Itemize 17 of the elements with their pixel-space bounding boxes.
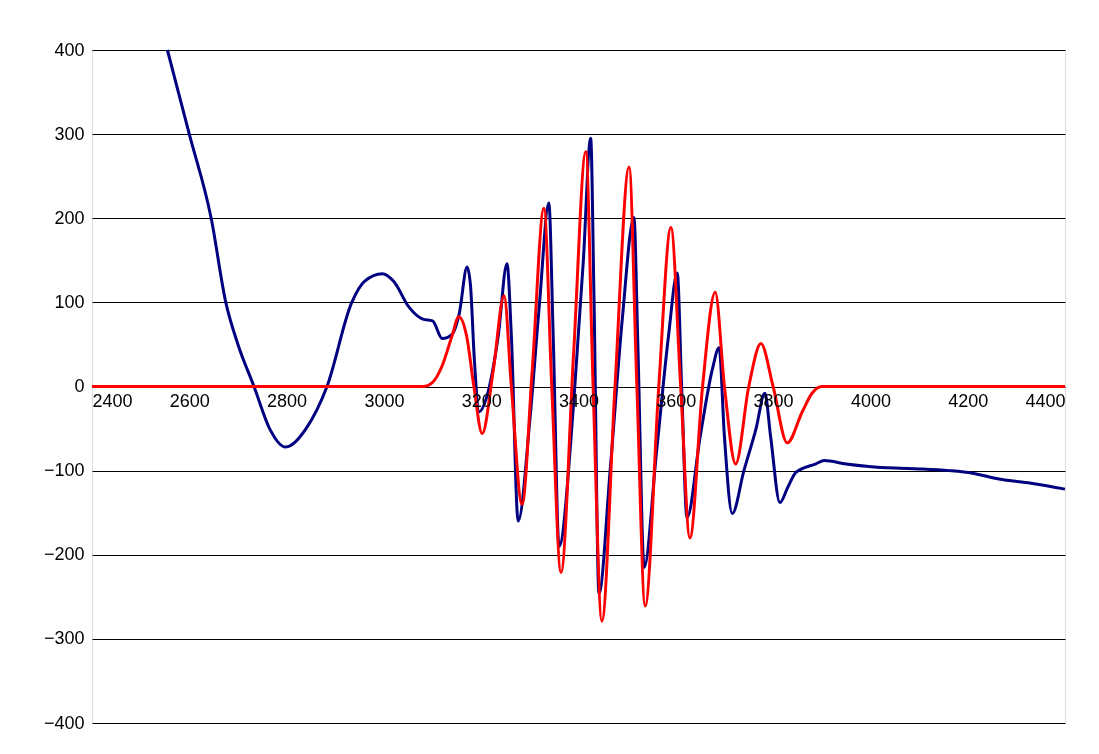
y-tick-label: 300 xyxy=(54,123,85,144)
x-tick-label: 3000 xyxy=(364,391,405,411)
y-tick-label: 400 xyxy=(54,39,85,60)
line-series xyxy=(90,150,1067,623)
x-tick-label: 2400 xyxy=(92,391,133,411)
y-tick-label: 200 xyxy=(54,207,85,228)
y-tick-label: 100 xyxy=(54,291,85,312)
y-tick-label: −400 xyxy=(43,712,85,733)
x-tick-label: 4400 xyxy=(1025,391,1066,411)
x-tick-label: 4200 xyxy=(948,391,989,411)
x-tick-label: 2800 xyxy=(267,391,308,411)
y-tick-label: −200 xyxy=(43,544,85,565)
x-tick-label: 2600 xyxy=(169,391,210,411)
y-tick-label: 0 xyxy=(74,376,85,396)
y-tick-label: −100 xyxy=(43,460,85,481)
x-tick-label: 4000 xyxy=(850,391,891,411)
y-tick-label: −300 xyxy=(43,628,85,649)
